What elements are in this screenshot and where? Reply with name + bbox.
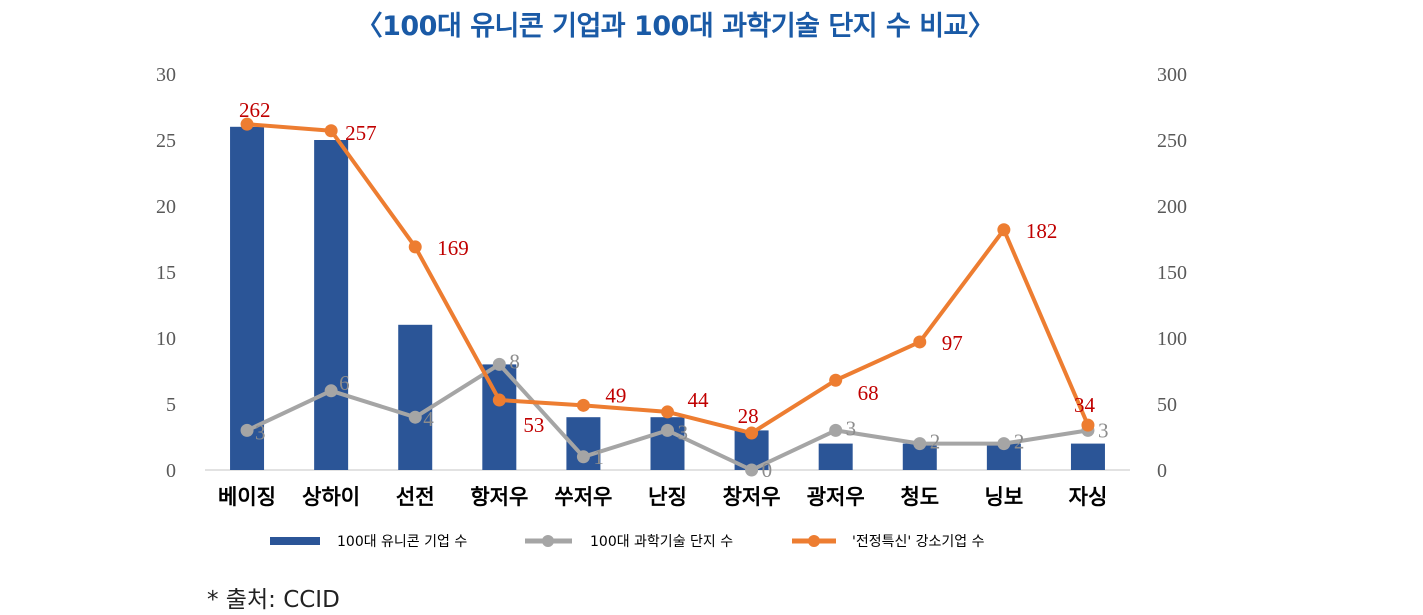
data-label: 28	[738, 404, 759, 428]
data-point	[661, 405, 674, 419]
legend-swatch-marker	[542, 535, 554, 547]
y2-tick-label: 250	[1157, 130, 1187, 152]
data-label: 2	[930, 430, 941, 454]
category-label: 자싱	[1069, 485, 1108, 509]
legend: 100대 유니콘 기업 수 100대 과학기술 단지 수 '전정특신' 강소기업 수	[270, 534, 985, 550]
data-label: 169	[437, 236, 469, 260]
y-tick-label: 30	[156, 64, 176, 86]
legend-swatch-marker	[808, 535, 820, 547]
chart-title: 〈100대 유니콘 기업과 100대 과학기술 단지 수 비교〉	[355, 11, 995, 42]
data-label: 1	[593, 445, 604, 469]
y-tick-label: 5	[166, 394, 176, 416]
data-label: 182	[1026, 219, 1058, 243]
data-point	[408, 240, 422, 254]
gray-line-series: 3 6 4 8 1 3 0 3 2 2 3	[240, 349, 1109, 482]
data-point	[661, 423, 674, 437]
category-label: 베이징	[218, 485, 276, 509]
bar	[398, 324, 433, 470]
data-point	[324, 384, 338, 398]
category-label: 쑤저우	[554, 485, 612, 509]
legend-label: 100대 과학기술 단지 수	[590, 534, 733, 550]
legend-label: '전정특신' 강소기업 수	[852, 534, 985, 550]
y2-tick-label: 100	[1157, 328, 1187, 350]
legend-label: 100대 유니콘 기업 수	[337, 534, 467, 550]
data-label: 262	[239, 98, 271, 122]
data-label: 97	[942, 331, 963, 355]
data-point	[408, 410, 422, 424]
data-label: 3	[255, 420, 266, 444]
data-point	[1081, 418, 1095, 432]
data-point	[829, 373, 843, 387]
data-point	[829, 423, 843, 437]
data-label: 3	[846, 416, 857, 440]
legend-swatch-bar	[270, 537, 320, 545]
y-tick-label: 10	[156, 328, 176, 350]
data-point	[240, 117, 254, 131]
y2-tick-label: 0	[1157, 460, 1167, 482]
data-label: 44	[688, 388, 710, 412]
category-label: 선전	[396, 485, 435, 509]
y-tick-label: 20	[156, 196, 176, 218]
data-point	[492, 357, 506, 371]
data-point	[576, 450, 590, 464]
y-tick-label: 0	[166, 460, 176, 482]
data-label: 3	[1098, 418, 1109, 442]
data-point	[745, 426, 759, 440]
data-label: 49	[605, 383, 626, 407]
source-note: * 출처: CCID	[207, 587, 340, 613]
data-label: 257	[345, 121, 377, 145]
category-label: 난징	[648, 485, 687, 509]
y-tick-label: 25	[156, 130, 176, 152]
y2-tick-label: 50	[1157, 394, 1177, 416]
data-label: 34	[1074, 393, 1096, 417]
data-label: 3	[678, 420, 689, 444]
data-point	[576, 398, 590, 412]
data-label: 68	[858, 381, 879, 405]
y2-tick-label: 200	[1157, 196, 1187, 218]
category-label: 상하이	[302, 485, 360, 509]
data-label: 4	[423, 407, 434, 431]
y2-tick-label: 300	[1157, 64, 1187, 86]
category-label: 청도	[900, 485, 939, 509]
bar	[230, 126, 265, 471]
right-axis: 0 50 100 150 200 250 300	[1157, 64, 1187, 482]
data-point	[997, 223, 1011, 237]
data-point	[913, 437, 927, 451]
y-tick-label: 15	[156, 262, 176, 284]
data-point	[997, 437, 1011, 451]
y2-tick-label: 150	[1157, 262, 1187, 284]
data-label: 53	[523, 413, 544, 437]
data-point	[745, 463, 759, 477]
category-label: 항저우	[470, 485, 528, 509]
data-label: 6	[339, 371, 350, 395]
data-label: 0	[762, 458, 773, 482]
data-label: 2	[1014, 430, 1025, 454]
category-label: 광저우	[807, 485, 865, 509]
category-labels: 베이징 상하이 선전 항저우 쑤저우 난징 창저우 광저우 청도 닝보 자싱	[218, 485, 1107, 509]
data-point	[492, 393, 506, 407]
bar-series	[230, 126, 1105, 471]
data-point	[324, 124, 338, 138]
series-line	[246, 122, 1090, 436]
bar	[1070, 443, 1105, 470]
data-label: 8	[509, 349, 520, 373]
data-point	[240, 423, 254, 437]
bar	[314, 140, 349, 470]
category-label: 닝보	[985, 485, 1024, 509]
left-axis: 0 5 10 15 20 25 30	[156, 64, 176, 482]
bar	[818, 443, 853, 470]
data-point	[913, 335, 927, 349]
category-label: 창저우	[723, 485, 781, 509]
